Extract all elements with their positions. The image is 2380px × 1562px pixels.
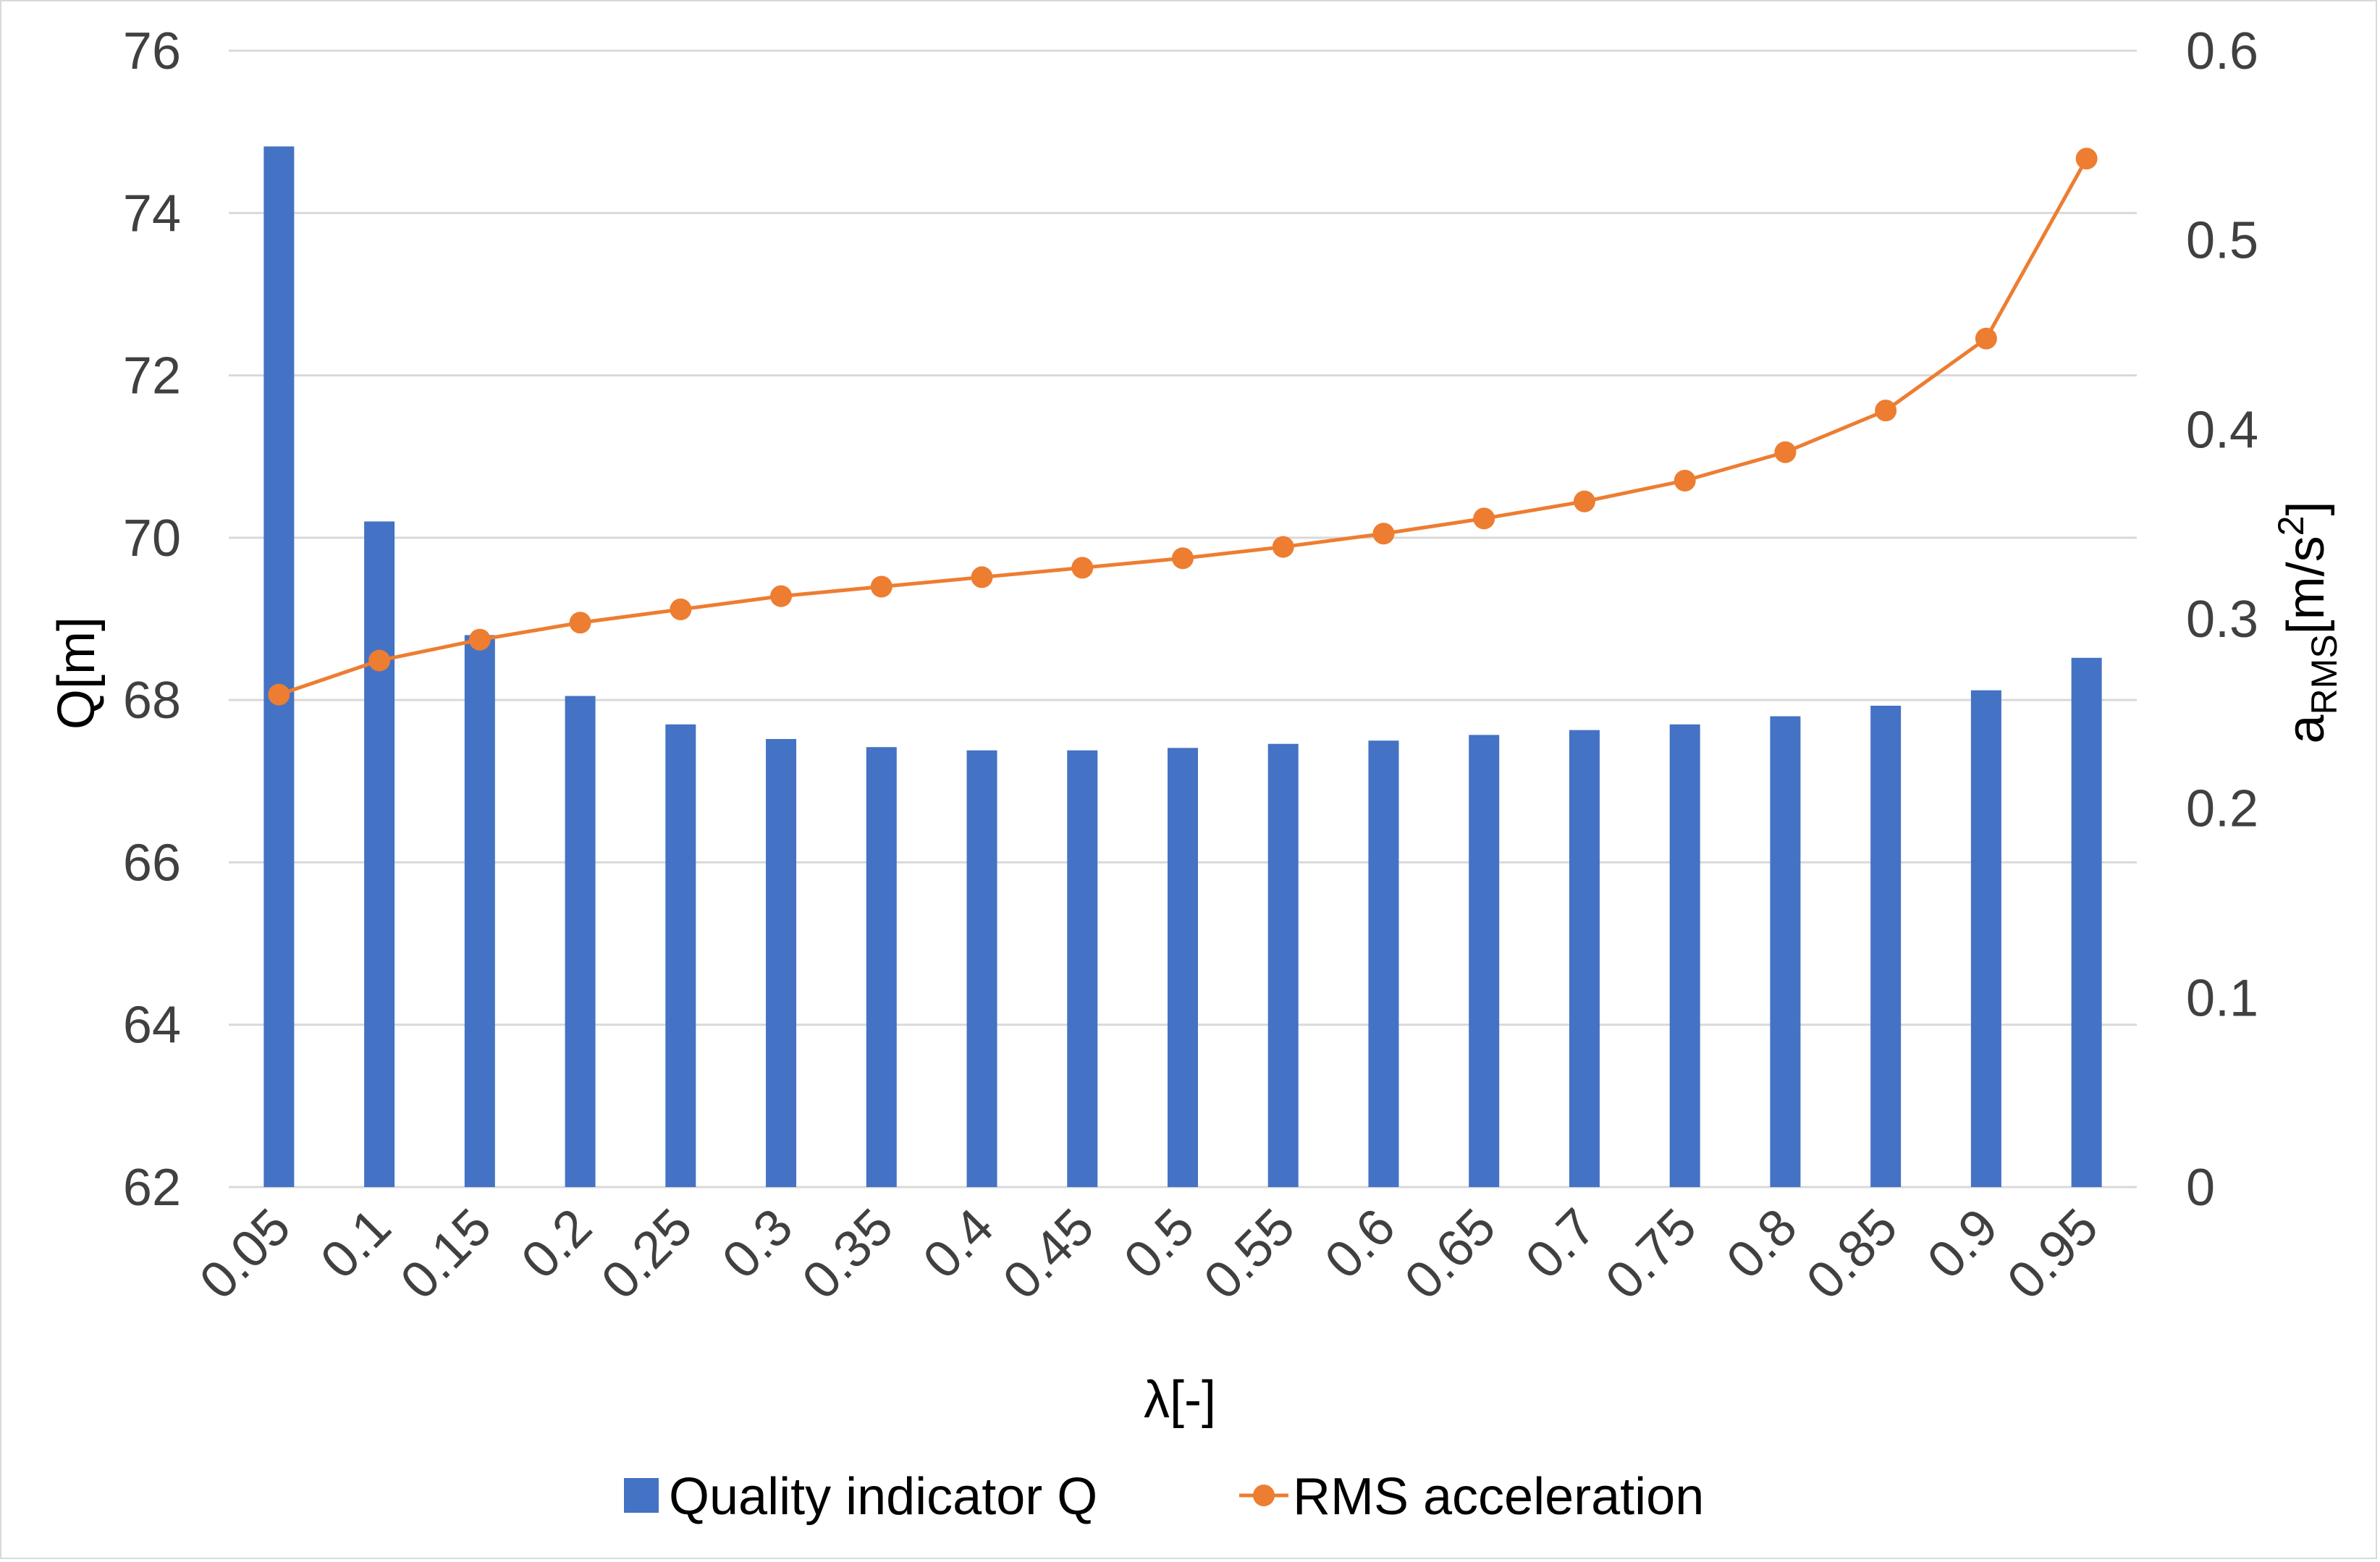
bar-0.4: [966, 750, 997, 1187]
right-axis-title-base: a: [2277, 714, 2335, 743]
rms-point-0.7: [1573, 490, 1595, 512]
rms-point-0.2: [569, 612, 591, 634]
rms-point-0.45: [1071, 557, 1094, 579]
left-tick-label: 64: [123, 997, 181, 1055]
x-tick-label: 0.55: [1193, 1198, 1306, 1311]
x-axis-ticks: 0.05 0.10.15 0.20.25 0.30.35 0.40.45 0.50.55 0…: [189, 1198, 2109, 1311]
left-tick-label: 70: [123, 510, 181, 567]
x-tick-label: 0.8: [1716, 1198, 1807, 1290]
left-tick-label: 68: [123, 672, 181, 730]
bar-0.85: [1870, 705, 1902, 1187]
bar-0.15: [464, 635, 495, 1187]
x-tick-label: 0.85: [1796, 1198, 1909, 1311]
bar-0.65: [1469, 735, 1500, 1187]
bar-0.6: [1368, 740, 1399, 1187]
left-tick-label: 62: [123, 1159, 181, 1217]
x-tick-label: 0.1: [310, 1198, 402, 1290]
right-tick-label: 0.5: [2186, 212, 2258, 270]
x-tick-label: 0.7: [1515, 1198, 1607, 1290]
x-tick-label: 0.05: [189, 1198, 302, 1311]
bar-0.55: [1267, 743, 1299, 1187]
bar-0.35: [866, 747, 897, 1187]
right-axis-title-subscript: RMS: [2304, 634, 2345, 714]
bar-0.1: [364, 521, 395, 1187]
rms-point-0.4: [971, 566, 993, 588]
bar-0.45: [1067, 750, 1098, 1187]
right-axis-title-unit-start: [m/s: [2277, 536, 2335, 634]
bar-0.7: [1569, 730, 1600, 1187]
x-tick-label: 0.95: [1996, 1198, 2109, 1311]
x-axis-title: λ[-]: [1144, 1371, 1216, 1429]
left-tick-label: 76: [123, 22, 181, 80]
left-tick-label: 66: [123, 834, 181, 892]
legend: Quality indicator Q RMS acceleration: [624, 1468, 1704, 1526]
bar-0.9: [1970, 690, 2001, 1187]
rms-point-0.05: [268, 683, 290, 706]
legend-bar-label: Quality indicator Q: [669, 1468, 1097, 1526]
x-tick-label: 0.9: [1917, 1198, 2009, 1290]
left-axis-ticks: 62 64 66 68 70 72 74 76: [123, 22, 181, 1217]
rms-point-0.5: [1172, 547, 1194, 570]
rms-point-0.1: [368, 649, 391, 672]
left-axis-title: Q[m]: [48, 617, 106, 730]
x-tick-label: 0.6: [1314, 1198, 1406, 1290]
right-axis-title-superscript: 2: [2271, 516, 2311, 536]
x-tick-label: 0.3: [712, 1198, 803, 1290]
legend-bar-swatch: [624, 1478, 659, 1513]
right-tick-label: 0.6: [2186, 22, 2258, 80]
x-tick-label: 0.35: [791, 1198, 904, 1311]
bar-0.5: [1168, 748, 1198, 1187]
x-tick-label: 0.45: [992, 1198, 1105, 1311]
rms-point-0.65: [1473, 507, 1495, 530]
rms-point-0.8: [1774, 441, 1797, 463]
x-tick-label: 0.4: [912, 1198, 1004, 1290]
x-tick-label: 0.5: [1113, 1198, 1205, 1290]
right-tick-label: 0.1: [2186, 969, 2258, 1027]
bar-0.95: [2071, 657, 2102, 1187]
bar-0.05: [263, 146, 295, 1187]
bar-0.3: [766, 738, 797, 1187]
right-axis-title: aRMS[m/s2]: [2271, 502, 2345, 744]
right-tick-label: 0: [2186, 1159, 2215, 1217]
rms-point-0.35: [870, 575, 892, 598]
rms-point-0.85: [1875, 400, 1897, 422]
rms-point-0.55: [1272, 536, 1294, 558]
x-tick-label: 0.65: [1394, 1198, 1507, 1311]
rms-point-0.3: [770, 585, 793, 607]
x-tick-label: 0.75: [1595, 1198, 1708, 1311]
right-tick-label: 0.2: [2186, 780, 2258, 838]
bar-0.75: [1669, 724, 1700, 1187]
right-tick-label: 0.4: [2186, 401, 2258, 459]
rms-point-0.95: [2075, 148, 2098, 170]
right-tick-label: 0.3: [2186, 591, 2258, 649]
left-tick-label: 74: [123, 185, 181, 242]
rms-point-0.75: [1674, 469, 1696, 491]
x-tick-label: 0.25: [591, 1198, 704, 1311]
x-tick-label: 0.15: [389, 1198, 502, 1311]
bar-0.2: [565, 696, 596, 1187]
rms-line: [278, 157, 2088, 697]
line-series: [268, 148, 2098, 706]
rms-point-0.6: [1372, 523, 1395, 545]
rms-point-0.9: [1975, 327, 1997, 350]
bar-series: [263, 146, 2102, 1187]
legend-line-marker: [1253, 1485, 1275, 1506]
x-tick-label: 0.2: [511, 1198, 603, 1290]
right-axis-ticks: 0 0.1 0.2 0.3 0.4 0.5 0.6: [2186, 22, 2258, 1217]
rms-point-0.15: [468, 628, 491, 651]
gridlines: [229, 49, 2137, 1189]
right-axis-title-unit-end: ]: [2277, 502, 2335, 516]
rms-point-0.25: [670, 598, 692, 620]
bar-0.8: [1770, 716, 1801, 1187]
bar-0.25: [665, 724, 696, 1187]
left-tick-label: 72: [123, 347, 181, 405]
legend-line-label: RMS acceleration: [1293, 1468, 1704, 1526]
